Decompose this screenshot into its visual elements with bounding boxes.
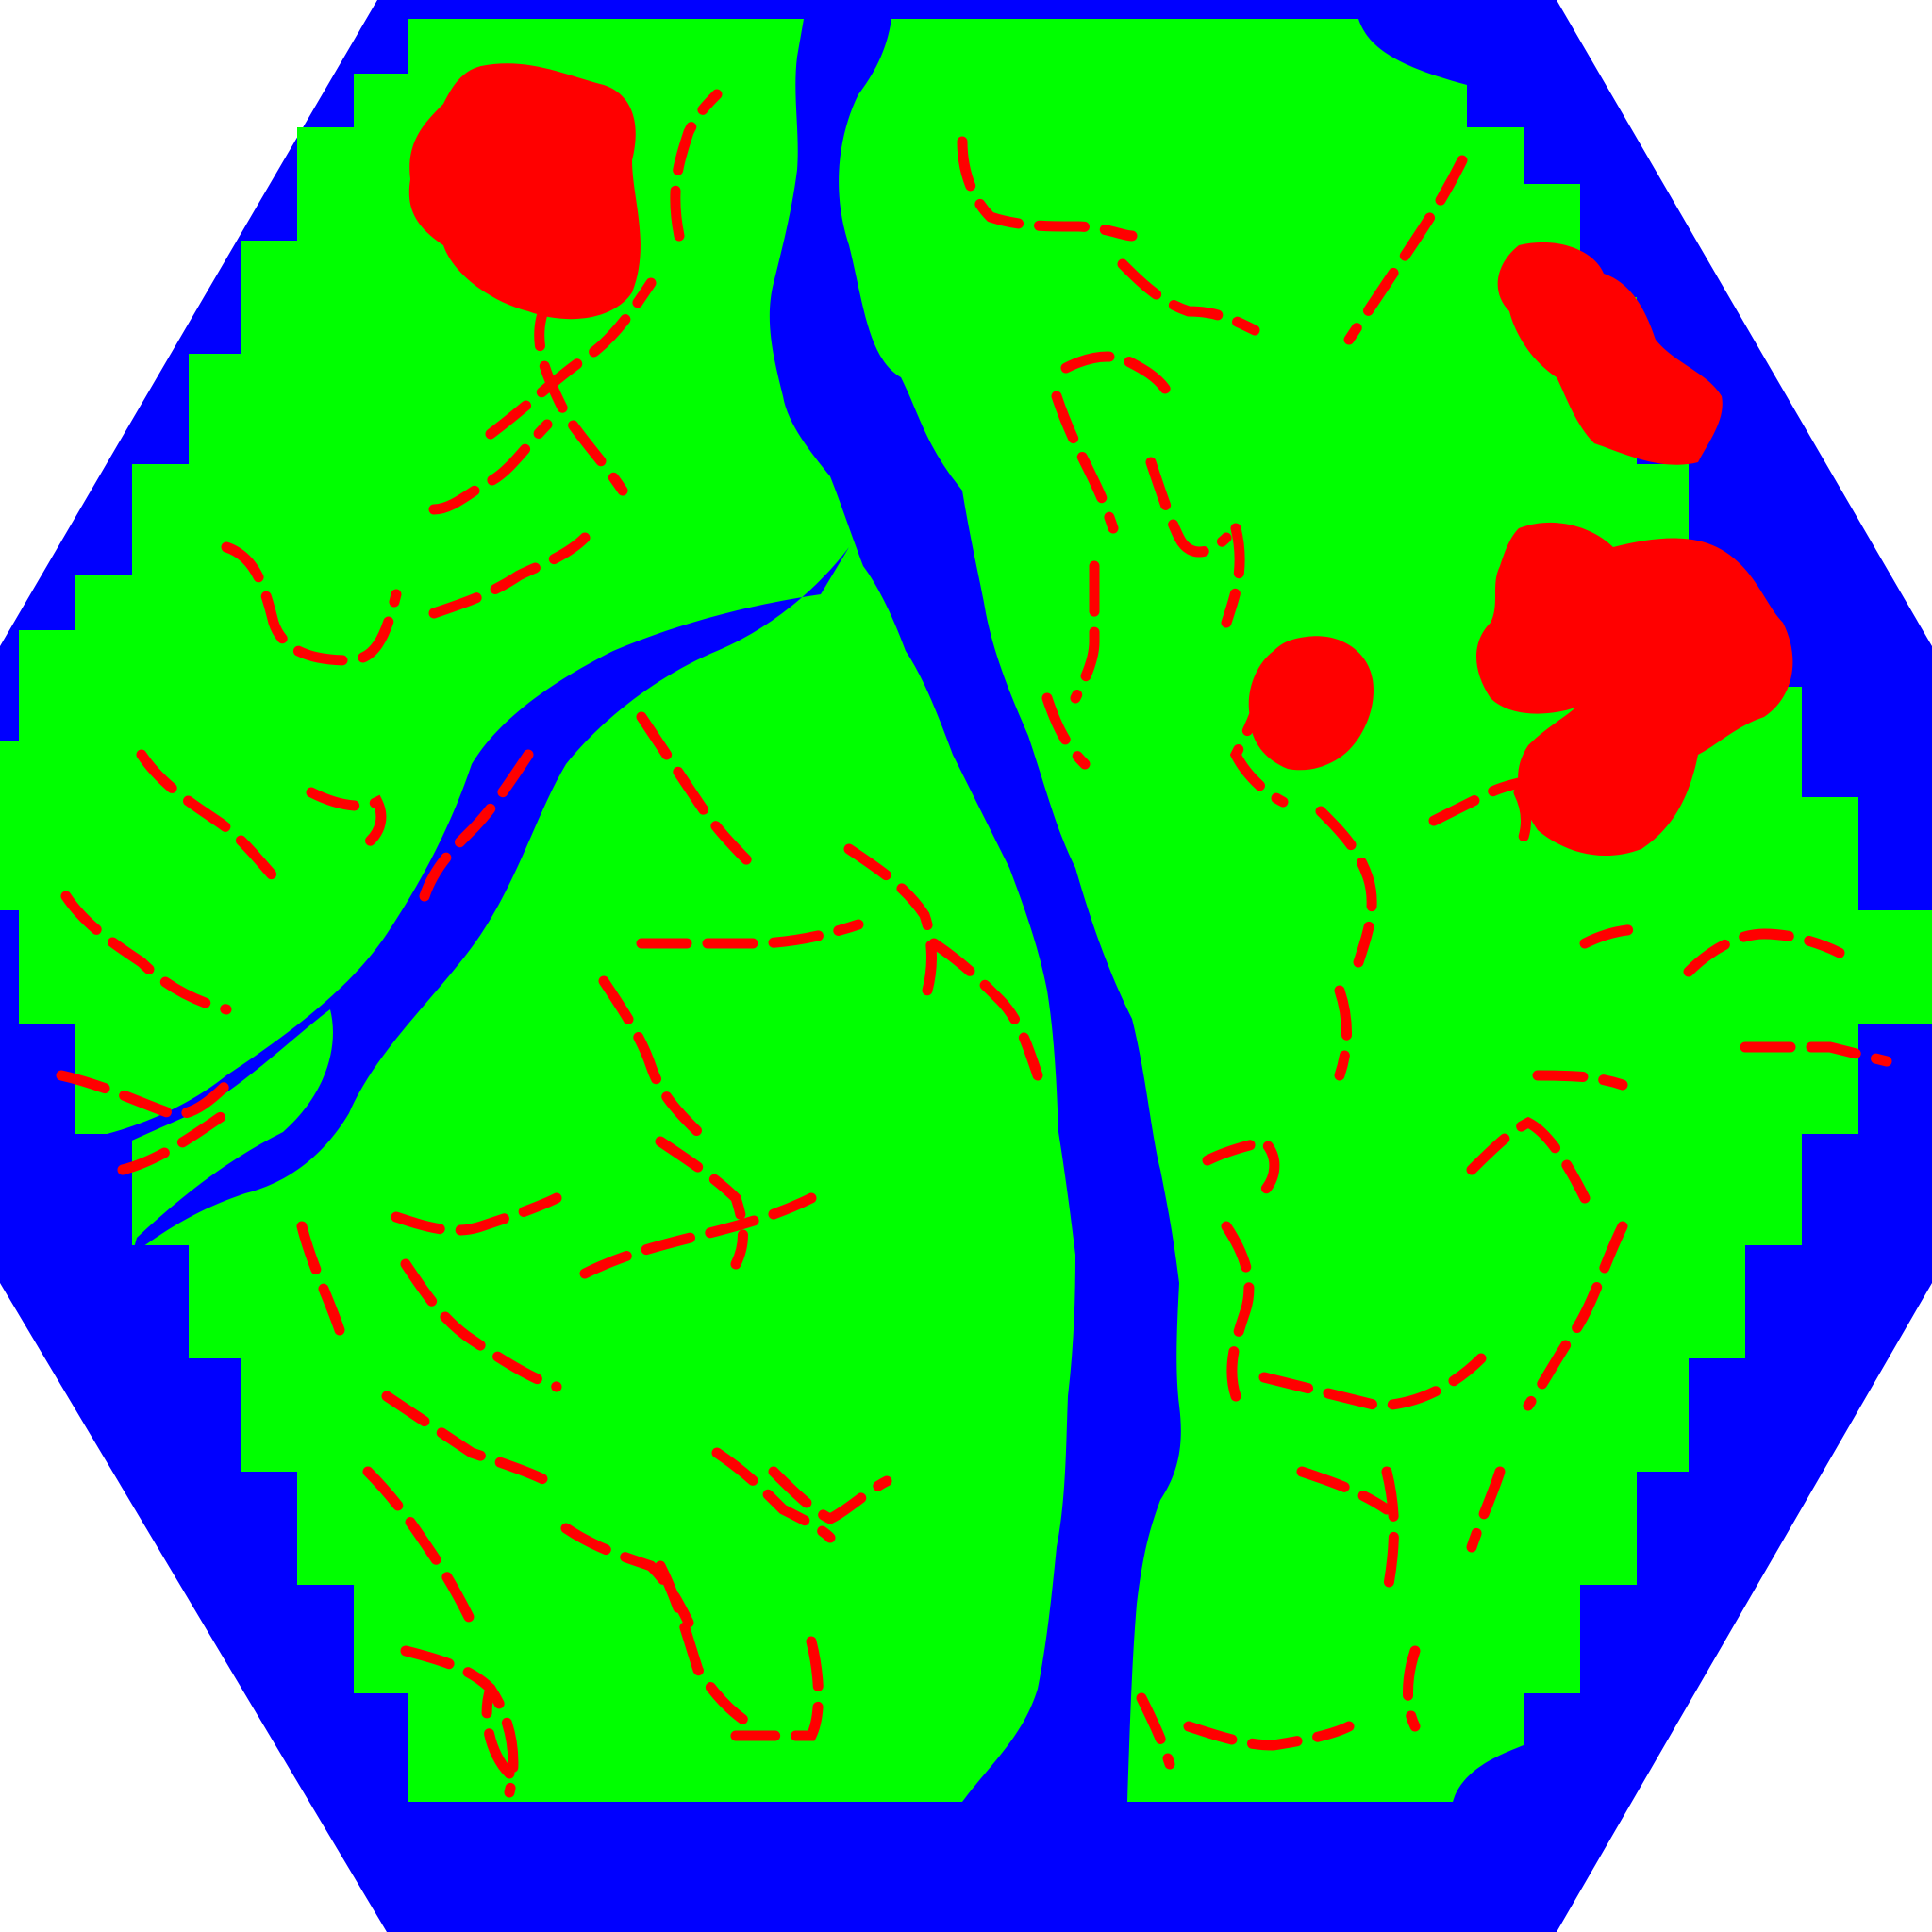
ridge-line <box>60 891 232 1015</box>
ridge-line <box>1117 258 1260 336</box>
ridge-line <box>1334 985 1352 1081</box>
ridge-line <box>670 89 723 242</box>
ridge-line <box>1683 928 1845 977</box>
ridge-line <box>1183 1721 1355 1751</box>
ridge-line <box>1579 924 1647 949</box>
central-river <box>769 19 1181 1802</box>
lake-center-east <box>1248 636 1374 771</box>
ridge-line <box>1428 768 1553 826</box>
ridge-line <box>1202 1135 1280 1204</box>
ridge-line <box>1296 1466 1392 1515</box>
ridge-line <box>534 296 628 496</box>
ridge-line <box>221 541 402 666</box>
ridge-line <box>768 1466 892 1525</box>
ridge-line <box>1229 683 1289 808</box>
ridge-line <box>843 843 937 1006</box>
ridge-line <box>1060 351 1175 402</box>
ridge-line <box>1466 1466 1506 1553</box>
ridge-line <box>1403 1645 1421 1732</box>
lake-east <box>1476 522 1793 857</box>
ridge-line <box>428 532 591 619</box>
ridge-line <box>56 1070 232 1120</box>
ridge-line <box>1740 1041 1892 1067</box>
ridge-line <box>1466 1116 1591 1204</box>
ridge-line <box>636 711 760 874</box>
western-river <box>75 547 849 1255</box>
ridge-line <box>428 419 553 515</box>
ridge-line <box>419 749 534 902</box>
ridge-line <box>1221 523 1245 628</box>
lake-northeast <box>1497 242 1723 465</box>
ridge-line <box>381 1391 553 1487</box>
ridge-line <box>362 1466 477 1628</box>
ridge-line <box>1070 560 1100 704</box>
ridge-line <box>296 1221 345 1336</box>
ridge-line <box>391 1192 562 1236</box>
ridge-line <box>1051 391 1119 534</box>
ridge-line <box>957 136 1138 242</box>
ridge-line <box>655 1560 760 1732</box>
features-layer <box>56 63 1892 1798</box>
ridge-line <box>1513 787 1531 855</box>
ridge-line <box>1136 1692 1175 1770</box>
ridge-line <box>730 1636 824 1741</box>
ridge-line <box>711 1447 836 1543</box>
ridge-line <box>117 1108 232 1175</box>
ridge-line <box>1315 806 1377 968</box>
ridge-line <box>1343 155 1468 345</box>
ridge-line <box>579 1192 817 1279</box>
ridge-line <box>306 787 387 855</box>
ridge-line <box>928 938 1043 1081</box>
ridge-line <box>1041 692 1091 770</box>
ridge-line <box>400 1258 562 1392</box>
ridge-line <box>1145 457 1232 558</box>
ridge-line <box>481 1683 515 1779</box>
lake-northwest <box>408 63 641 320</box>
ridge-line <box>636 919 864 949</box>
ridge-line <box>1258 1353 1487 1411</box>
ridge-line <box>1532 1070 1628 1091</box>
ridge-line <box>598 975 704 1138</box>
ridge-line <box>485 277 657 440</box>
ridge-line <box>1523 1221 1628 1411</box>
ridge-line <box>1381 1466 1399 1600</box>
ridge-line <box>655 1136 748 1270</box>
ridge-line <box>1221 1221 1255 1402</box>
ridge-line <box>136 749 289 892</box>
land-mass <box>0 19 1932 1802</box>
